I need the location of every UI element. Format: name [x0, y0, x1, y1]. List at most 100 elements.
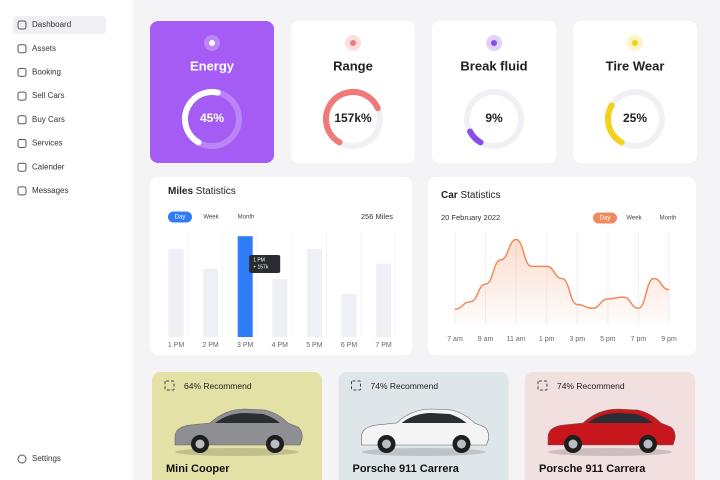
tab[interactable]: Month	[238, 215, 255, 221]
nav-active	[13, 16, 106, 34]
panel-title-bold: Miles	[168, 186, 193, 197]
bar	[306, 248, 322, 337]
tooltip-text: + 157k	[253, 264, 269, 270]
nav-item[interactable]: Buy Cars	[32, 115, 65, 124]
nav-item[interactable]: Settings	[32, 454, 61, 463]
x-tick-label: 3 PM	[237, 342, 254, 349]
car-rim	[457, 439, 466, 449]
gauge-arc	[605, 89, 665, 149]
gauge-arc	[322, 89, 383, 149]
car-name: Porsche 911 Carrera	[539, 463, 646, 475]
area	[455, 239, 669, 325]
car-window	[215, 413, 280, 423]
tab-active	[168, 211, 192, 223]
tab[interactable]: Month	[660, 216, 677, 222]
x-tick-label: 1 pm	[539, 336, 555, 343]
x-tick-label: 7 PM	[375, 342, 392, 349]
bar	[341, 293, 357, 337]
recommend-icon	[537, 380, 548, 391]
nav-item[interactable]: Services	[32, 139, 63, 148]
gauge-title: Range	[333, 58, 373, 73]
nav-item[interactable]: Sell Cars	[32, 91, 64, 100]
tab[interactable]: Day	[600, 216, 611, 222]
recommend: 64% Recommend	[184, 381, 252, 391]
car-rim	[568, 439, 578, 449]
gauge-title: Tire Wear	[606, 58, 665, 73]
nav-icon	[17, 67, 27, 77]
tooltip-text: 1 PM	[253, 257, 265, 263]
gauge-title: Break fluid	[460, 58, 527, 73]
gauge-label: 45%	[200, 111, 224, 125]
car-rim	[270, 439, 280, 449]
x-tick-label: 6 PM	[341, 342, 358, 349]
nav-icon	[17, 44, 27, 54]
gauge-icon-dot	[491, 40, 497, 46]
recommend: 74% Recommend	[557, 381, 625, 391]
total: 256 Miles	[361, 212, 393, 221]
car-name: Mini Cooper	[166, 463, 230, 475]
x-tick-label: 3 pm	[570, 336, 586, 343]
x-tick-label: 4 PM	[272, 342, 289, 349]
sidebar	[0, 0, 133, 480]
bar	[237, 236, 253, 337]
x-tick-label: 2 PM	[202, 342, 219, 349]
x-tick-label: 7 am	[447, 336, 463, 343]
panel-title-bold: Car	[441, 190, 458, 201]
nav-icon	[17, 162, 27, 172]
gauge-arc	[463, 89, 524, 149]
car-rim	[195, 439, 205, 449]
nav-icon	[17, 115, 27, 125]
gauge-icon-dot	[350, 40, 356, 46]
line	[454, 238, 670, 310]
tab-active	[593, 212, 617, 224]
car-rim	[643, 439, 653, 449]
nav-item[interactable]: Messages	[32, 186, 68, 195]
nav-item[interactable]: Booking	[32, 68, 61, 77]
car-rim	[382, 439, 391, 449]
car-window	[401, 413, 467, 423]
car-image	[361, 408, 489, 456]
recommend-icon	[351, 380, 361, 391]
panel-subtitle: Statistics	[460, 190, 500, 201]
bar	[272, 279, 288, 337]
x-tick-label: 11 am	[507, 336, 526, 343]
recommend: 74% Recommend	[371, 381, 439, 391]
tooltip	[249, 255, 281, 273]
car-window	[588, 413, 653, 423]
panel-title: Car Statistics	[441, 190, 500, 201]
tab[interactable]: Week	[626, 216, 642, 222]
nav-icon	[17, 20, 27, 30]
x-tick-label: 9 am	[478, 336, 494, 343]
gauge-arc	[182, 89, 243, 149]
nav-icon	[17, 186, 27, 196]
panel-title: Miles Statistics	[168, 186, 236, 197]
bar	[168, 248, 184, 337]
date: 20 February 2022	[441, 213, 500, 222]
nav-icon	[17, 139, 27, 148]
gauge-title: Energy	[190, 58, 235, 73]
car-image	[174, 408, 303, 456]
nav-item[interactable]: Assets	[32, 44, 56, 53]
gauge-track	[464, 89, 524, 149]
gauge-label: 9%	[485, 111, 503, 125]
gauge-label: 157k%	[334, 111, 372, 125]
nav-item[interactable]: Dashboard	[32, 20, 71, 29]
x-tick-label: 5 pm	[600, 336, 616, 343]
gauge-label: 25%	[623, 111, 647, 125]
nav-icon	[17, 454, 27, 464]
gauge-icon-dot	[632, 40, 638, 46]
car-image	[547, 408, 676, 456]
x-tick-label: 7 pm	[631, 336, 647, 343]
x-tick-label: 5 PM	[306, 342, 323, 349]
tab[interactable]: Week	[203, 215, 219, 221]
nav-icon	[17, 91, 27, 101]
recommend-icon	[164, 380, 175, 391]
x-tick-label: 1 PM	[168, 342, 185, 349]
tab[interactable]: Day	[175, 215, 186, 221]
panel	[428, 177, 696, 355]
x-tick-label: 9 pm	[661, 336, 677, 343]
nav-item[interactable]: Calender	[32, 162, 65, 171]
car-name: Porsche 911 Carrera	[353, 463, 460, 475]
bar	[203, 268, 219, 337]
